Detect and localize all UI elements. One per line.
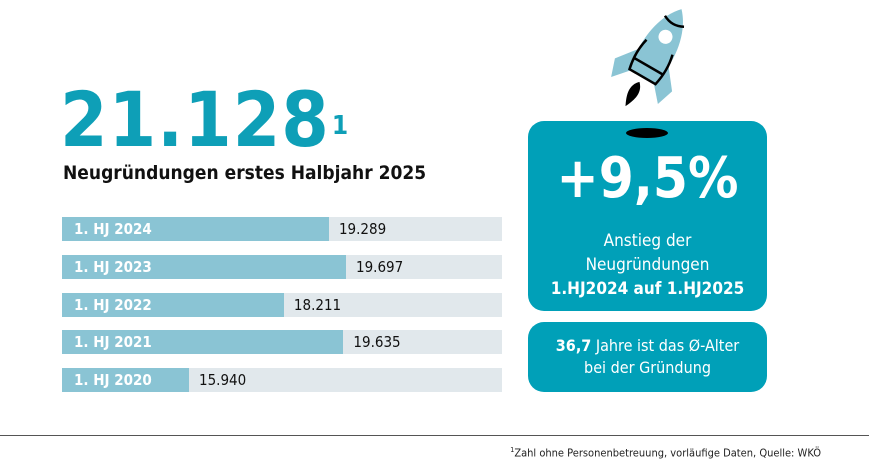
bar [62,292,284,317]
bar-value: 18.211 [293,295,342,314]
bar-value: 19.635 [353,333,401,352]
footnote: 1Zahl ohne Personenbetreuung, vorläufige… [510,446,821,460]
bar-label: 1. HJ 2021 [74,333,152,352]
growth-text-3: 1.HJ2024 auf 1.HJ2025 [550,279,745,299]
rocket-icon [611,9,685,107]
bar-label: 1. HJ 2022 [74,295,152,314]
age-text-1: Jahre ist das Ø-Alter [591,336,740,355]
headline-subtitle: Neugründungen erstes Halbjahr 2025 [63,162,427,184]
growth-card: +9,5% Anstieg der Neugründungen 1.HJ2024… [528,121,767,311]
bar-track: 1. HJ 2022 18.211 [62,292,502,317]
age-card: 36,7 Jahre ist das Ø-Alter bei der Gründu… [528,322,767,392]
rocket-hole [626,128,668,138]
headline-value: 21.1281 [60,75,350,164]
age-value: 36,7 [555,336,592,355]
growth-text-2: Neugründungen [585,255,710,275]
bar-track: 1. HJ 2023 19.697 [62,254,502,279]
divider [0,435,869,436]
bar [62,330,344,355]
bar-track: 1. HJ 2024 19.289 [62,217,502,241]
footnote-mark: 1 [331,111,350,141]
growth-value: +9,5% [556,146,739,211]
age-text-2: bei der Gründung [584,358,711,377]
bar-value: 19.697 [356,257,404,276]
growth-text-1: Anstieg der [603,231,692,251]
bar [62,368,190,392]
bar-value: 15.940 [199,371,247,389]
bar [62,217,329,241]
bar-label: 1. HJ 2023 [74,257,152,276]
bar-label: 1. HJ 2020 [74,371,152,389]
bar-value: 19.289 [338,220,387,238]
bar [62,254,346,279]
bar-track: 1. HJ 2021 19.635 [62,330,502,355]
bar-label: 1. HJ 2024 [74,220,152,238]
bar-track: 1. HJ 2020 15.940 [62,368,502,392]
